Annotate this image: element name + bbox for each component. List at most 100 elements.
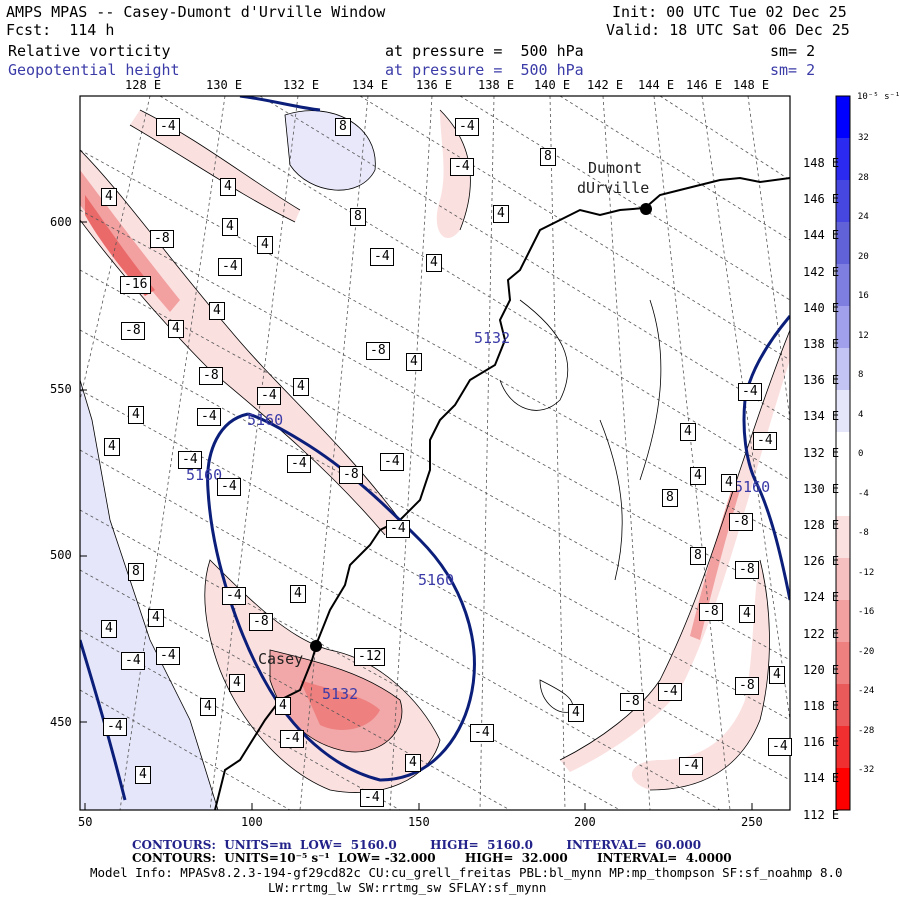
vorticity-contour-label: 4 (769, 666, 785, 684)
positive-vorticity-area (80, 380, 218, 810)
valid-time: Valid: 18 UTC Sat 06 Dec 25 (606, 21, 850, 39)
colorbar-swatch (836, 348, 850, 391)
colorbar-swatch (836, 726, 850, 769)
vorticity-contour-label: 4 (275, 697, 291, 715)
x-axis-label: 200 (574, 815, 596, 829)
vorticity-contour-label: -12 (354, 648, 386, 666)
colorbar-tick-label: -32 (858, 765, 875, 775)
vorticity-contour-label: -4 (455, 118, 479, 136)
vorticity-contour-label: -4 (753, 432, 777, 450)
vorticity-contour-label: 4 (209, 302, 225, 320)
lon-label: 140 E (534, 78, 571, 92)
vorticity-contour-label: 4 (406, 353, 422, 371)
vorticity-contour-label: 4 (257, 236, 273, 254)
field1-level: at pressure = 500 hPa (385, 42, 584, 60)
vorticity-contour-label: -4 (287, 455, 311, 473)
height-contour-label: 5160 (247, 411, 284, 429)
vorticity-contour-label: -4 (386, 520, 410, 538)
vorticity-contour-label: -8 (729, 513, 753, 531)
vorticity-contour-label: -4 (360, 789, 384, 807)
right-axis-label: 142 E (803, 264, 840, 279)
vorticity-contour-label: -8 (121, 322, 145, 340)
positive-vorticity-area (285, 110, 376, 191)
colorbar-tick-label: -16 (858, 607, 875, 617)
vorticity-contour-label: -4 (658, 683, 682, 701)
x-axis-label: 50 (78, 815, 93, 829)
colorbar-tick-label: 12 (858, 330, 869, 341)
height-contour-label: 5160 (734, 478, 771, 496)
negative-vorticity-core (85, 195, 155, 296)
right-axis-label: 128 E (803, 518, 840, 532)
vorticity-contour-label: -4 (257, 387, 281, 405)
y-axis-label: 600 (50, 215, 72, 229)
colorbar-tick-label: 16 (858, 291, 869, 301)
colorbar-tick-label: 0 (858, 449, 864, 459)
right-axis-label: 148 E (803, 156, 840, 170)
station-label-casey: Casey (258, 650, 304, 668)
colorbar-frame (835, 95, 851, 811)
lon-label: 142 E (587, 78, 624, 92)
forecast-hour: Fcst: 114 h (6, 21, 115, 39)
lon-label: 130 E (206, 78, 243, 92)
field1-smooth: sm= 2 (770, 42, 816, 60)
vorticity-contour-label: 4 (135, 766, 151, 784)
height-contour-label: 5132 (322, 685, 359, 703)
vorticity-contour-label: 8 (128, 563, 144, 581)
lon-label: 146 E (686, 78, 723, 92)
station-label-dumont: Dumont (588, 159, 643, 177)
right-axis-label: 114 E (803, 771, 840, 786)
negative-vorticity-core (300, 680, 380, 730)
vorticity-contour-label: 4 (568, 704, 584, 722)
vorticity-contour-label: 4 (128, 406, 144, 424)
station-label-durville: dUrville (577, 179, 650, 197)
right-axis-label: 120 E (803, 662, 840, 677)
vorticity-contour-info: CONTOURS: UNITS=10⁻⁵ s⁻¹ LOW= -32.000 HI… (132, 851, 732, 865)
vorticity-contour-label: 4 (426, 254, 442, 272)
colorbar-swatch (836, 600, 850, 643)
right-axis-label: 144 E (803, 228, 840, 243)
height-contour-label: 5160 (418, 571, 455, 589)
right-axis-label: 132 E (803, 445, 840, 460)
lon-label: 128 E (125, 78, 162, 92)
casey-station-marker (310, 640, 322, 652)
dumont-durville-station-marker (640, 203, 652, 215)
colorbar-units: 10⁻⁵ s⁻¹ (857, 92, 900, 102)
colorbar-swatch (836, 684, 850, 727)
vorticity-contour-label: 4 (493, 205, 509, 223)
vorticity-contour-label: -4 (470, 724, 494, 742)
colorbar-tick-label: -4 (858, 488, 869, 499)
vorticity-contour-label: -8 (699, 603, 723, 621)
lon-label: 134 E (352, 78, 389, 92)
right-axis-label: 130 E (803, 481, 840, 496)
right-axis-label: 112 E (803, 807, 840, 822)
right-axis-label: 124 E (803, 590, 840, 605)
right-axis-label: 146 E (803, 192, 840, 207)
right-axis-label: 138 E (803, 337, 840, 351)
right-axis-label: 116 E (803, 735, 840, 750)
latlon-grid (80, 96, 790, 810)
x-axis-label: 100 (241, 815, 263, 829)
model-info: Model Info: MPASv8.2.3-194-gf29cd82c CU:… (90, 865, 843, 880)
colorbar-swatch (836, 222, 850, 265)
vorticity-contour-label: -4 (197, 408, 221, 426)
vorticity-contour-label: -8 (735, 561, 759, 579)
vorticity-contour-label: 4 (290, 585, 306, 603)
vorticity-contour-label: -4 (222, 587, 246, 605)
lon-label: 138 E (478, 78, 515, 92)
vorticity-contour-label: -4 (217, 478, 241, 496)
field1-name: Relative vorticity (8, 42, 171, 60)
vorticity-contour-label: 8 (540, 148, 556, 166)
colorbar-tick-label: 20 (858, 251, 869, 262)
right-axis-label: 126 E (803, 554, 840, 569)
colorbar-swatch (836, 642, 850, 685)
vorticity-contour-label: 4 (680, 423, 696, 441)
vorticity-contour-label: 4 (739, 605, 755, 623)
height-contour-label: 5132 (474, 329, 511, 347)
geopotential-height-contours (80, 96, 790, 801)
right-axis-label: 122 E (803, 626, 840, 641)
y-axis-label: 550 (50, 382, 72, 396)
vorticity-contour-label: -4 (679, 757, 703, 775)
colorbar-tick-label: 28 (858, 172, 869, 183)
x-axis-label: 250 (741, 815, 763, 829)
vorticity-contour-label: 4 (220, 178, 236, 196)
